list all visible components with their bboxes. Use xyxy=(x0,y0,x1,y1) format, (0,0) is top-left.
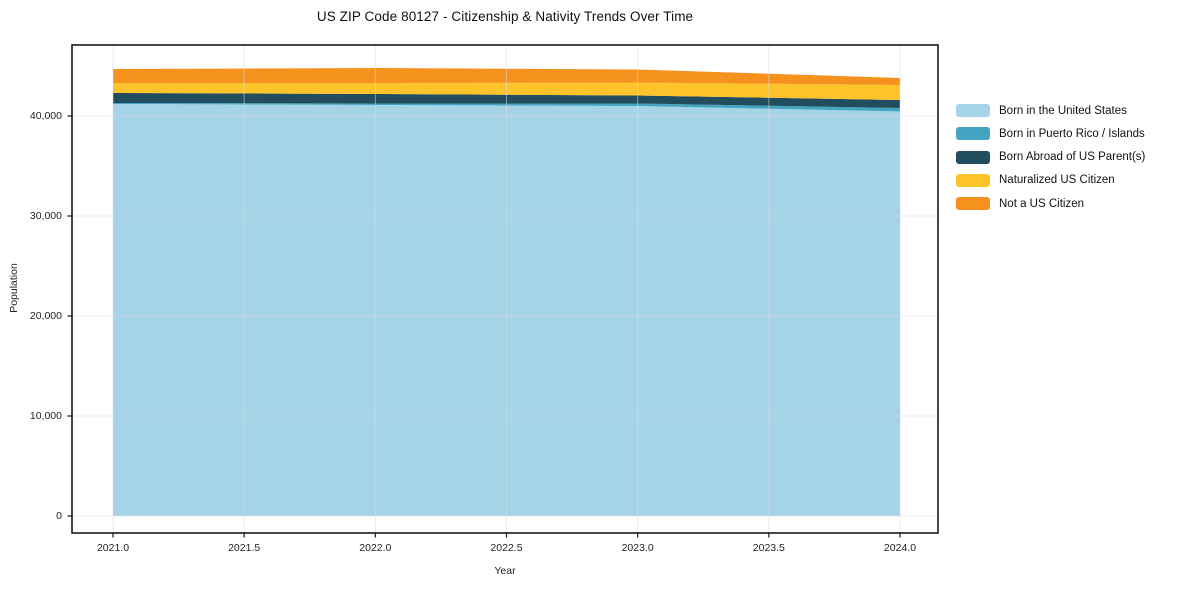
y-tick-label: 10,000 xyxy=(29,410,62,422)
legend-item: Naturalized US Citizen xyxy=(956,173,1145,187)
legend-swatch xyxy=(956,127,990,141)
legend-item: Born Abroad of US Parent(s) xyxy=(956,150,1146,164)
legend: Born in the United States Born in Puerto … xyxy=(956,104,1145,220)
x-tick-label: 2022.0 xyxy=(359,542,392,554)
area-series xyxy=(113,103,900,112)
x-tick-label: 2021.5 xyxy=(228,542,261,554)
chart-title: US ZIP Code 80127 - Citizenship & Nativi… xyxy=(316,9,694,24)
y-tick-label: 20,000 xyxy=(29,310,62,322)
x-tick-label: 2022.5 xyxy=(490,542,523,554)
legend-swatch xyxy=(956,150,990,164)
x-tick-label: 2023.5 xyxy=(752,542,785,554)
legend-label: Naturalized US Citizen xyxy=(999,174,1115,187)
legend-swatch xyxy=(956,197,990,211)
legend-item: Born in Puerto Rico / Islands xyxy=(956,127,1145,141)
legend-swatch xyxy=(956,104,990,117)
y-tick-label: 40,000 xyxy=(29,110,62,122)
legend-label: Born in Puerto Rico / Islands xyxy=(999,127,1145,140)
legend-label: Born in the United States xyxy=(999,104,1127,117)
legend-label: Born Abroad of US Parent(s) xyxy=(999,151,1146,164)
legend-swatch xyxy=(956,173,990,187)
x-axis-label: Year xyxy=(494,565,516,577)
legend-label: Not a US Citizen xyxy=(999,197,1085,210)
x-tick-label: 2024.0 xyxy=(883,542,917,554)
x-tick-label: 2021.0 xyxy=(96,542,130,554)
legend-item: Not a US Citizen xyxy=(956,197,1145,211)
x-tick-label: 2023.0 xyxy=(621,542,654,554)
y-tick-label: 0 xyxy=(56,510,62,522)
legend-item: Born in the United States xyxy=(956,104,1145,117)
y-tick-label: 30,000 xyxy=(29,210,62,222)
plot-border xyxy=(71,44,939,534)
